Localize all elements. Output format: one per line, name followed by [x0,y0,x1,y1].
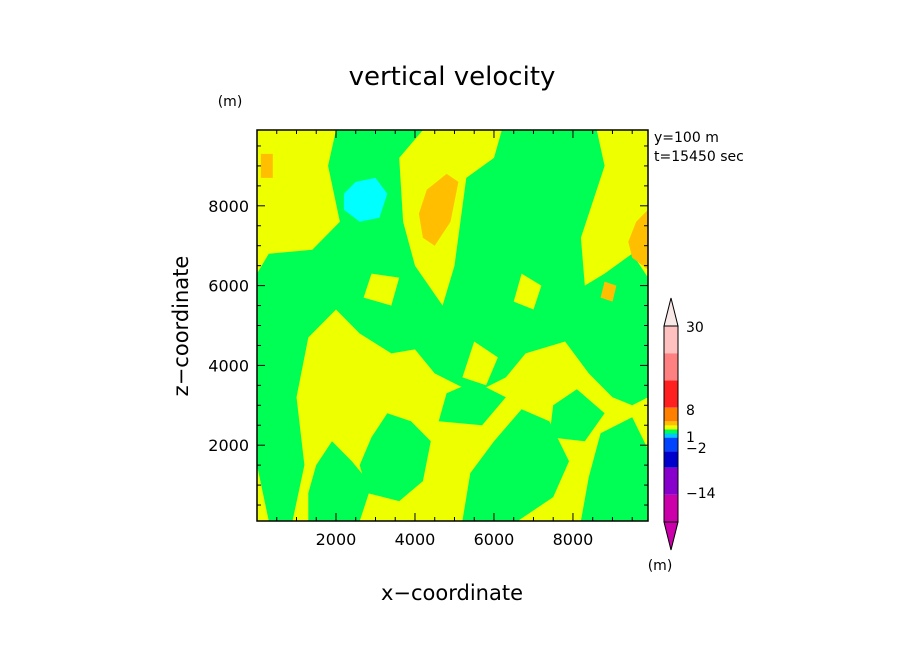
contour-region-orange [418,173,459,246]
contour-region-green [257,130,648,521]
contour-region-orange [260,153,273,178]
colorbar-segment [664,429,678,434]
colorbar-label: −14 [686,486,716,502]
colorbar-segment [664,437,678,452]
colorbar-segment [664,467,678,495]
y-tick-label: 4000 [208,356,249,375]
colorbar-label: 30 [686,320,704,336]
contour-region-green [308,441,372,521]
contour-region-orange [628,209,648,270]
colorbar-segment [664,425,678,430]
colorbar-segment [664,451,678,468]
colorbar-segment [664,421,678,426]
colorbar: 30 8 1−2 −14 [663,297,716,551]
colorbar-segment [664,494,678,522]
contour-region-yellow [276,134,297,166]
contour-region-yellow [430,457,463,513]
x-tick-label: 2000 [316,530,357,549]
plot-area [257,130,648,521]
contour-region-yellow [359,365,392,402]
chart-title: vertical velocity [349,62,556,92]
y-tick-label: 8000 [208,197,249,216]
contour-region-green [549,389,605,442]
y-axis: 2000 4000 6000 8000 [208,145,648,506]
y-axis-unit: (m) [218,94,243,110]
contour-region-yellow [513,273,542,310]
x-tick-label: 4000 [395,530,436,549]
y-axis-label: z−coordinate [169,256,193,397]
y-tick-label: 6000 [208,277,249,296]
colorbar-segment [664,326,678,354]
y-tick-label: 2000 [208,436,249,455]
colorbar-segment [664,407,678,422]
contour-region-green [462,409,569,521]
annotation-y-position: y=100 m [654,130,719,146]
colorbar-segment [664,433,678,438]
colorbar-label: 1 [686,430,695,446]
contour-region-yellow [363,273,400,306]
x-tick-label: 8000 [553,530,594,549]
annotation-time: t=15450 sec [654,149,744,165]
contour-region-orange [600,281,617,302]
colorbar-frame [663,325,679,523]
colorbar-min-tip [663,521,679,551]
contour-region-green [580,417,648,521]
x-axis: 2000 4000 6000 8000 [256,130,633,549]
colorbar-max-tip [663,297,679,327]
colorbar-segment [664,380,678,408]
contour-region-cyan [343,177,388,222]
contour-region-green [438,381,506,426]
colorbar-segment [664,353,678,381]
contour-region-green [359,413,431,502]
colorbar-label: 8 [686,403,695,419]
contour-region-yellow [462,341,498,386]
x-tick-label: 6000 [474,530,515,549]
colorbar-label: −2 [686,441,707,457]
x-axis-label: x−coordinate [381,581,523,605]
colorbar-unit: (m) [648,558,673,574]
